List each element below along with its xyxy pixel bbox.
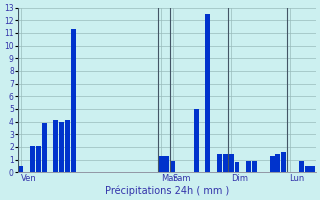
Bar: [53, 120, 59, 172]
Bar: [159, 156, 164, 172]
Bar: [42, 123, 47, 172]
Bar: [235, 162, 239, 172]
Bar: [217, 154, 222, 172]
Bar: [229, 154, 234, 172]
Bar: [276, 154, 280, 172]
Bar: [164, 156, 169, 172]
Bar: [246, 161, 251, 172]
Bar: [18, 166, 23, 172]
Bar: [223, 154, 228, 172]
Bar: [310, 166, 316, 172]
Bar: [36, 146, 41, 172]
Bar: [252, 161, 257, 172]
Bar: [269, 156, 275, 172]
Bar: [281, 152, 286, 172]
Bar: [30, 146, 35, 172]
Bar: [59, 122, 64, 172]
Bar: [299, 161, 304, 172]
X-axis label: Précipitations 24h ( mm ): Précipitations 24h ( mm ): [105, 185, 229, 196]
Bar: [205, 14, 210, 172]
Bar: [65, 120, 70, 172]
Bar: [71, 29, 76, 172]
Bar: [194, 109, 199, 172]
Bar: [305, 166, 309, 172]
Bar: [170, 161, 175, 172]
